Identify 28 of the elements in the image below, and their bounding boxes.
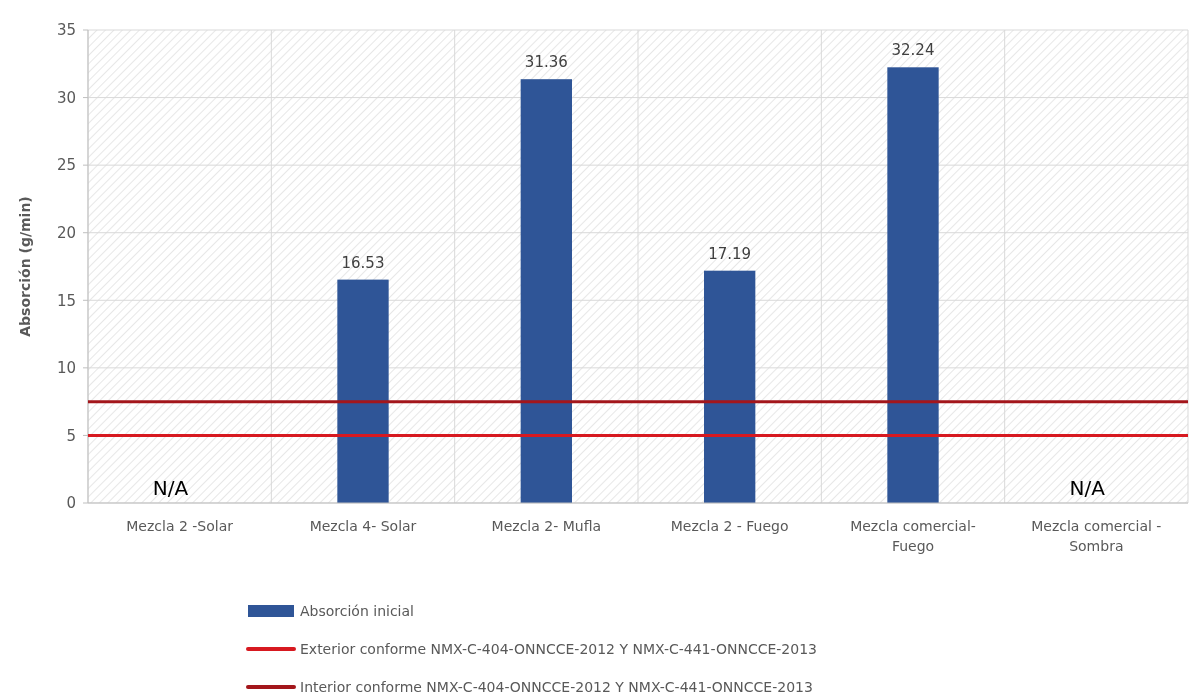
bar [704, 270, 756, 503]
data-label: 16.53 [341, 253, 385, 272]
bar [337, 279, 389, 503]
bar [887, 67, 939, 503]
y-tick-label: 10 [56, 359, 76, 378]
y-tick-label: 15 [56, 291, 76, 310]
y-tick-label: 25 [56, 156, 76, 175]
legend-label: Exterior conforme NMX-C-404-ONNCCE-2012 Y NMX-C-441-ONNCCE-2013 [300, 640, 818, 657]
y-tick-label: 20 [56, 223, 76, 242]
bar [520, 79, 572, 503]
y-tick-label: 30 [56, 88, 76, 107]
legend-label: Interior conforme NMX-C-404-ONNCCE-2012 Y NMX-C-441-ONNCCE-2013 [300, 678, 813, 694]
x-tick-label: Mezcla 4- Solar [309, 518, 417, 534]
x-tick-label: Mezcla 2 -Solar [126, 518, 234, 534]
x-tick-label: Mezcla 2- Mufla [491, 518, 602, 534]
data-label: 31.36 [524, 53, 568, 72]
y-tick-label: 5 [66, 426, 76, 445]
y-tick-label: 35 [56, 21, 76, 40]
data-label: 17.19 [708, 244, 752, 263]
x-tick-label: Mezcla comercial - Sombra [1031, 518, 1162, 554]
y-axis-title: Absorción (g/min) [17, 196, 33, 337]
data-label: 32.24 [891, 41, 935, 60]
legend-label: Absorción inicial [300, 602, 414, 619]
x-tick-label: Mezcla 2 - Fuego [670, 518, 789, 534]
x-tick-label: Mezcla comercial- Fuego [850, 518, 976, 554]
text: N/A [152, 476, 189, 500]
text: N/A [1069, 476, 1105, 500]
y-tick-label: 0 [66, 494, 76, 513]
